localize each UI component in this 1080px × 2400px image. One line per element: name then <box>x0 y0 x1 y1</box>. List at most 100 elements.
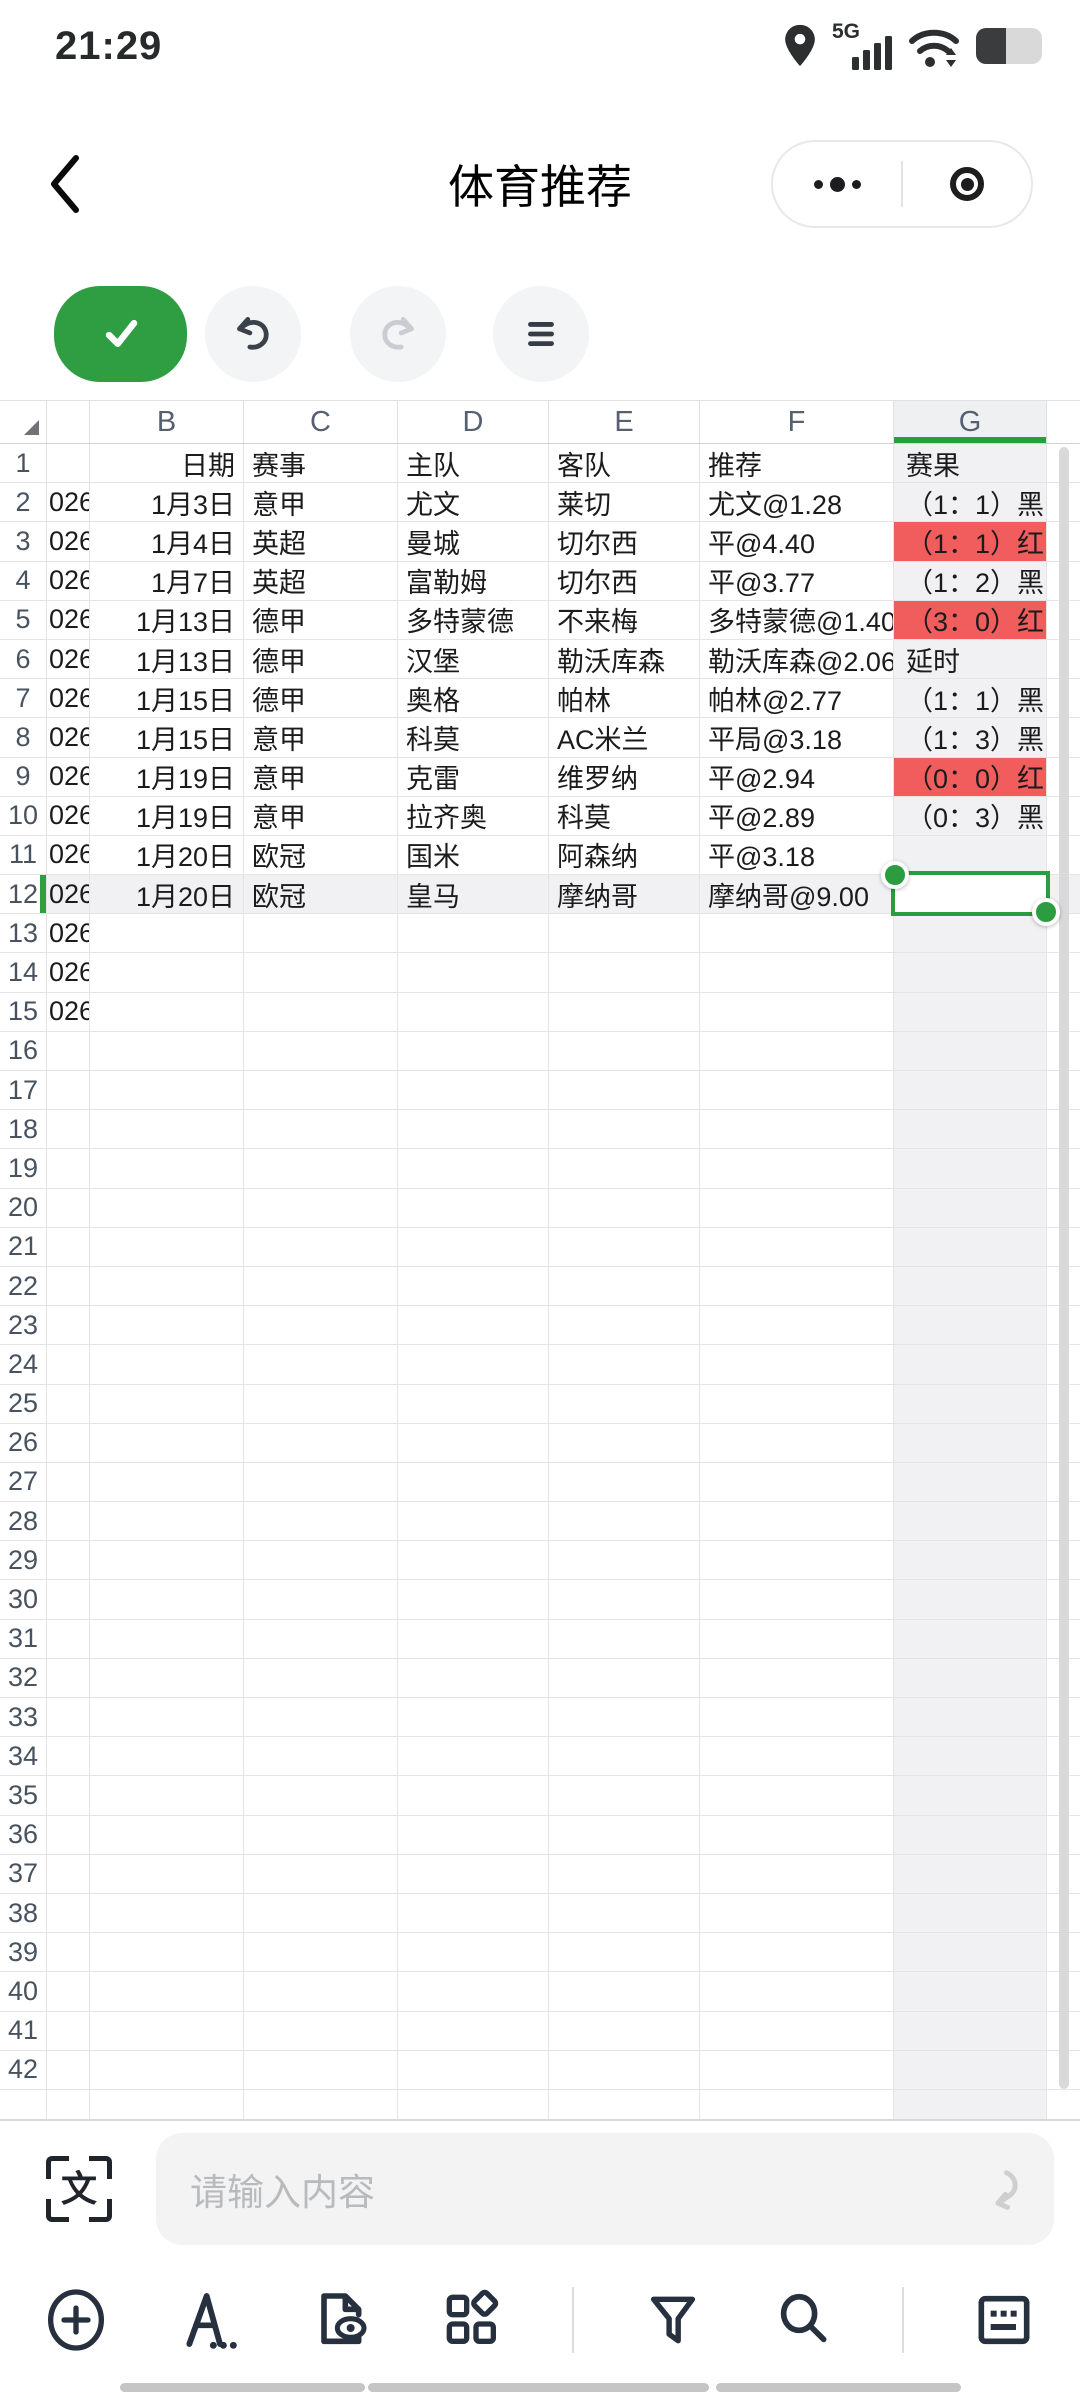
row-header-15[interactable]: 15 <box>0 992 47 1032</box>
column-header-f[interactable]: F <box>700 401 894 443</box>
column-header-g[interactable]: G <box>894 401 1047 443</box>
cell-B37[interactable] <box>90 1854 244 1894</box>
more-button[interactable] <box>773 142 901 226</box>
cell-F8[interactable]: 平局@3.18 <box>700 718 894 758</box>
row-header-10[interactable]: 10 <box>0 796 47 836</box>
cell-C5[interactable]: 德甲 <box>244 600 398 640</box>
cell-C31[interactable] <box>244 1619 398 1659</box>
cell-E29[interactable] <box>549 1541 700 1581</box>
return-enter-icon[interactable] <box>974 2163 1026 2215</box>
cell-F32[interactable] <box>700 1658 894 1698</box>
cell-G22[interactable] <box>894 1266 1047 1307</box>
cell-C38[interactable] <box>244 1893 398 1934</box>
cell-D23[interactable] <box>398 1306 549 1346</box>
cell-E34[interactable] <box>549 1737 700 1777</box>
row-header-16[interactable]: 16 <box>0 1031 47 1071</box>
cell-D35[interactable] <box>398 1776 549 1816</box>
row-header-20[interactable]: 20 <box>0 1188 47 1228</box>
cell-B17[interactable] <box>90 1071 244 1111</box>
cell-G32[interactable] <box>894 1658 1047 1698</box>
keyboard-button[interactable] <box>972 2288 1036 2352</box>
row-header-36[interactable]: 36 <box>0 1815 47 1855</box>
cell-B29[interactable] <box>90 1541 244 1581</box>
cell-B34[interactable] <box>90 1737 244 1777</box>
cell-A34[interactable] <box>47 1737 90 1777</box>
row-header-32[interactable]: 32 <box>0 1658 47 1698</box>
cell-A6[interactable]: 026 <box>47 639 90 680</box>
row-header-28[interactable]: 28 <box>0 1502 47 1542</box>
cell-A8[interactable]: 026 <box>47 718 90 758</box>
cell-D21[interactable] <box>398 1227 549 1267</box>
cell-D31[interactable] <box>398 1619 549 1659</box>
row-header-23[interactable]: 23 <box>0 1306 47 1346</box>
close-minimize-button[interactable] <box>903 142 1031 226</box>
cell-C36[interactable] <box>244 1815 398 1855</box>
cell-A43[interactable] <box>47 2089 90 2119</box>
cell-B38[interactable] <box>90 1893 244 1934</box>
cell-D1[interactable]: 主队 <box>398 444 549 484</box>
cell-G29[interactable] <box>894 1541 1047 1581</box>
cell-E21[interactable] <box>549 1227 700 1267</box>
cell-A11[interactable]: 026 <box>47 835 90 876</box>
cell-F9[interactable]: 平@2.94 <box>700 757 894 797</box>
cell-G8[interactable]: （1：3）黑 <box>894 718 1047 758</box>
cell-G34[interactable] <box>894 1737 1047 1777</box>
cell-D41[interactable] <box>398 2011 549 2051</box>
cell-D22[interactable] <box>398 1266 549 1307</box>
cell-A33[interactable] <box>47 1698 90 1738</box>
cell-F25[interactable] <box>700 1384 894 1424</box>
cell-A37[interactable] <box>47 1854 90 1894</box>
cell-E5[interactable]: 不来梅 <box>549 600 700 640</box>
cell-D32[interactable] <box>398 1658 549 1698</box>
cell-D4[interactable]: 富勒姆 <box>398 561 549 601</box>
cell-E12[interactable]: 摩纳哥 <box>549 875 700 915</box>
cell-A2[interactable]: 026 <box>47 483 90 523</box>
cell-B6[interactable]: 1月13日 <box>90 639 244 680</box>
confirm-button[interactable] <box>54 286 187 382</box>
cell-D18[interactable] <box>398 1110 549 1150</box>
cell-B36[interactable] <box>90 1815 244 1855</box>
cell-E9[interactable]: 维罗纳 <box>549 757 700 797</box>
cell-G40[interactable] <box>894 1972 1047 2012</box>
cell-F29[interactable] <box>700 1541 894 1581</box>
cell-C10[interactable]: 意甲 <box>244 796 398 836</box>
cell-F1[interactable]: 推荐 <box>700 444 894 484</box>
cell-F40[interactable] <box>700 1972 894 2012</box>
cell-D27[interactable] <box>398 1462 549 1503</box>
cell-C24[interactable] <box>244 1345 398 1385</box>
cell-E4[interactable]: 切尔西 <box>549 561 700 601</box>
cell-G41[interactable] <box>894 2011 1047 2051</box>
cell-B4[interactable]: 1月7日 <box>90 561 244 601</box>
cell-B25[interactable] <box>90 1384 244 1424</box>
row-header-24[interactable]: 24 <box>0 1345 47 1385</box>
row-header-22[interactable]: 22 <box>0 1266 47 1307</box>
cell-F35[interactable] <box>700 1776 894 1816</box>
cell-text-input[interactable]: 请输入内容 <box>156 2133 1054 2245</box>
row-header-17[interactable]: 17 <box>0 1071 47 1111</box>
back-button[interactable] <box>44 152 88 216</box>
cell-G21[interactable] <box>894 1227 1047 1267</box>
cell-F23[interactable] <box>700 1306 894 1346</box>
row-header-27[interactable]: 27 <box>0 1462 47 1503</box>
row-header-38[interactable]: 38 <box>0 1893 47 1934</box>
cell-A12[interactable]: 026 <box>47 875 90 915</box>
column-header-a[interactable] <box>47 401 90 443</box>
cell-C6[interactable]: 德甲 <box>244 639 398 680</box>
cell-F41[interactable] <box>700 2011 894 2051</box>
cell-B24[interactable] <box>90 1345 244 1385</box>
cell-B8[interactable]: 1月15日 <box>90 718 244 758</box>
cell-B30[interactable] <box>90 1580 244 1620</box>
cell-C39[interactable] <box>244 1933 398 1973</box>
cell-B20[interactable] <box>90 1188 244 1228</box>
cell-C15[interactable] <box>244 992 398 1032</box>
cell-C43[interactable] <box>244 2089 398 2119</box>
cell-G4[interactable]: （1：2）黑 <box>894 561 1047 601</box>
cell-B43[interactable] <box>90 2089 244 2119</box>
cell-C20[interactable] <box>244 1188 398 1228</box>
cell-G35[interactable] <box>894 1776 1047 1816</box>
cell-E8[interactable]: AC米兰 <box>549 718 700 758</box>
cell-D15[interactable] <box>398 992 549 1032</box>
row-header-1[interactable]: 1 <box>0 444 47 484</box>
cell-G3[interactable]: （1：1）红 <box>894 522 1047 562</box>
cell-C25[interactable] <box>244 1384 398 1424</box>
